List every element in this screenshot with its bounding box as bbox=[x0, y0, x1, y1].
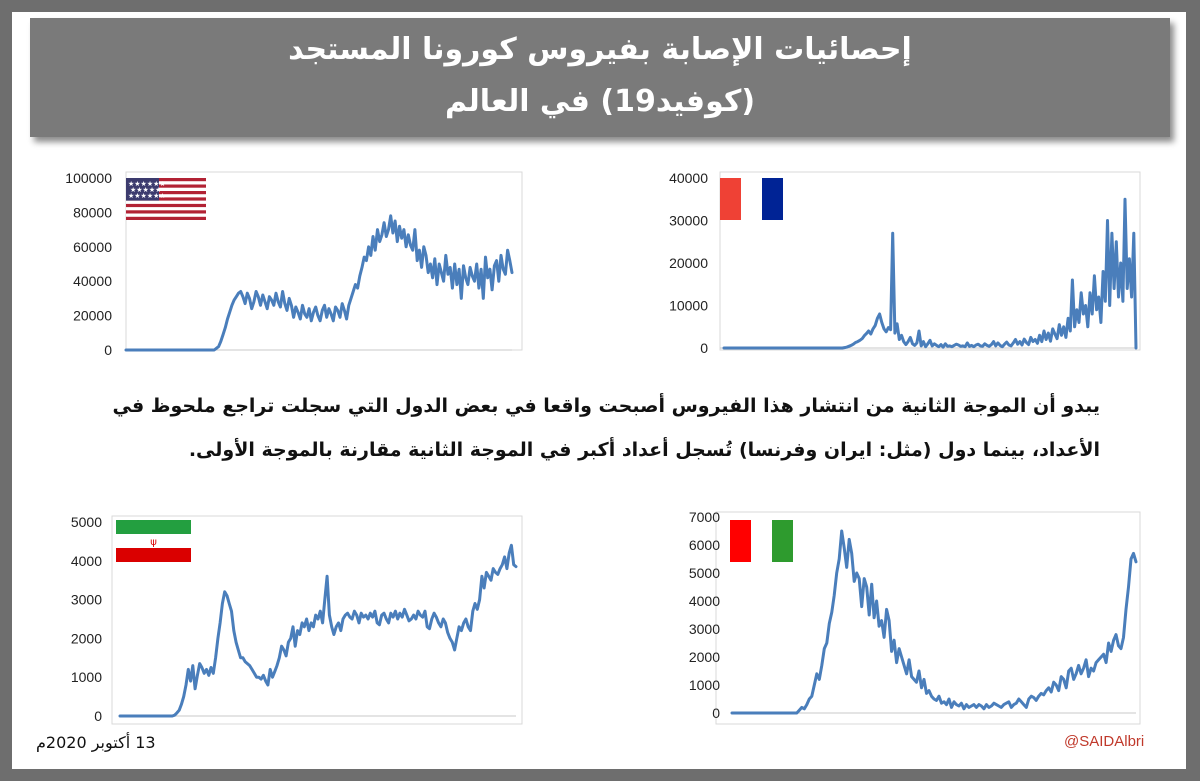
iran-y-tick-label: 3000 bbox=[71, 592, 102, 608]
iran-y-tick-label: 4000 bbox=[71, 553, 102, 569]
iran-y-tick-label: 0 bbox=[94, 708, 102, 724]
italy-y-tick-label: 6000 bbox=[689, 537, 720, 553]
france-y-tick-label: 20000 bbox=[669, 255, 708, 271]
iran-chart-svg: 5000 4000 3000 2000 1000 0 ψ bbox=[71, 514, 523, 725]
italy-y-tick-label: 5000 bbox=[689, 565, 720, 581]
note-line-1: يبدو أن الموجة الثانية من انتشار هذا الف… bbox=[112, 395, 1100, 417]
italy-y-tick-label: 0 bbox=[712, 705, 720, 721]
iran-y-tick-label: 5000 bbox=[71, 514, 102, 530]
iran-cases-chart: 5000 4000 3000 2000 1000 0 ψ bbox=[46, 508, 532, 730]
france-y-tick-label: 40000 bbox=[669, 170, 708, 186]
usa-y-tick-label: 40000 bbox=[73, 273, 112, 289]
italy-flag bbox=[730, 520, 793, 562]
france-y-tick-label: 10000 bbox=[669, 298, 708, 314]
analysis-note: يبدو أن الموجة الثانية من انتشار هذا الف… bbox=[100, 384, 1100, 472]
svg-text:★★★★★★: ★★★★★★ bbox=[128, 180, 166, 188]
usa-chart-svg: 100000 80000 60000 40000 20000 0 ★★★★★★ ★★★★★… bbox=[65, 170, 523, 358]
svg-text:★★★★★: ★★★★★ bbox=[130, 186, 161, 194]
usa-cases-chart: 100000 80000 60000 40000 20000 0 ★★★★★★ ★★★★★… bbox=[46, 162, 532, 362]
author-handle: @SAIDAlbri bbox=[1064, 733, 1145, 750]
usa-y-tick-label: 0 bbox=[104, 342, 112, 358]
report-date: 13 أكتوبر 2020م bbox=[36, 733, 156, 752]
italy-plot-border bbox=[715, 511, 1141, 725]
france-chart-svg: 40000 30000 20000 10000 0 bbox=[669, 170, 1141, 356]
content-frame bbox=[12, 12, 1186, 769]
svg-text:ψ: ψ bbox=[150, 537, 157, 548]
usa-y-ticks: 100000 80000 60000 40000 20000 0 bbox=[65, 170, 112, 358]
italy-cases-chart: 7000 6000 5000 4000 3000 2000 1000 0 bbox=[650, 506, 1150, 730]
iran-y-ticks: 5000 4000 3000 2000 1000 0 bbox=[71, 514, 102, 724]
italy-y-tick-label: 1000 bbox=[689, 677, 720, 693]
note-line-2: الأعداد، بينما دول (مثل: ايران وفرنسا) ت… bbox=[188, 439, 1100, 461]
iran-series-line bbox=[118, 543, 518, 718]
usa-y-tick-label: 60000 bbox=[73, 239, 112, 255]
italy-chart-svg: 7000 6000 5000 4000 3000 2000 1000 0 bbox=[689, 509, 1141, 725]
iran-y-tick-label: 1000 bbox=[71, 669, 102, 685]
italy-y-tick-label: 4000 bbox=[689, 593, 720, 609]
usa-series-line bbox=[124, 214, 514, 352]
iran-y-tick-label: 2000 bbox=[71, 630, 102, 646]
italy-series-line bbox=[730, 529, 1138, 715]
usa-y-tick-label: 80000 bbox=[73, 204, 112, 220]
iran-flag: ψ bbox=[116, 520, 191, 562]
iran-plot-border bbox=[111, 515, 523, 725]
france-series-line bbox=[722, 197, 1138, 350]
france-y-ticks: 40000 30000 20000 10000 0 bbox=[669, 170, 708, 356]
italy-y-tick-label: 3000 bbox=[689, 621, 720, 637]
italy-y-tick-label: 7000 bbox=[689, 509, 720, 525]
title-banner: إحصائيات الإصابة بفيروس كورونا المستجد (… bbox=[30, 18, 1170, 137]
title-line-2: (كوفيد19) في العالم bbox=[444, 84, 756, 119]
france-cases-chart: 40000 30000 20000 10000 0 bbox=[650, 162, 1150, 362]
title-line-1: إحصائيات الإصابة بفيروس كورونا المستجد bbox=[288, 32, 912, 67]
france-flag bbox=[720, 178, 783, 220]
italy-y-ticks: 7000 6000 5000 4000 3000 2000 1000 0 bbox=[689, 509, 720, 721]
italy-y-tick-label: 2000 bbox=[689, 649, 720, 665]
france-y-tick-label: 30000 bbox=[669, 213, 708, 229]
usa-y-tick-label: 20000 bbox=[73, 308, 112, 324]
france-y-tick-label: 0 bbox=[700, 340, 708, 356]
svg-text:★★★★★★: ★★★★★★ bbox=[128, 192, 166, 200]
france-plot-border bbox=[719, 171, 1141, 351]
usa-y-tick-label: 100000 bbox=[65, 170, 112, 186]
usa-flag: ★★★★★★ ★★★★★ ★★★★★★ bbox=[126, 178, 206, 220]
